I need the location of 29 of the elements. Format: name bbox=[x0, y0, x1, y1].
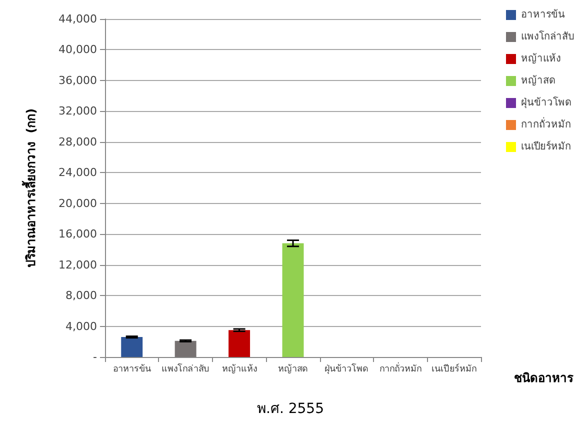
x-tick-label: หญ้าสด bbox=[278, 364, 308, 374]
y-tick-label: 20,000 bbox=[58, 196, 97, 210]
x-axis-title: ชนิดอาหาร bbox=[514, 371, 574, 385]
legend-label: ฝุ่นข้าวโพด bbox=[521, 96, 571, 108]
x-tick-label: หญ้าแห้ง bbox=[222, 364, 257, 374]
legend-label: หญ้าสด bbox=[521, 74, 555, 86]
y-tick-label: 4,000 bbox=[66, 320, 97, 333]
x-tick-label: เนเปียร์หมัก bbox=[432, 362, 477, 374]
x-tick-label: แพงโกล่าสับ bbox=[162, 364, 210, 374]
y-tick-label: 40,000 bbox=[58, 43, 97, 56]
y-tick-label: 28,000 bbox=[58, 135, 97, 148]
legend-label: กากถั่วหมัก bbox=[521, 116, 571, 130]
legend-label: แพงโกล่าสับ bbox=[521, 30, 574, 42]
x-tick-label: กากถั่วหมัก bbox=[379, 362, 422, 374]
text: พ.ศ. 2555 bbox=[257, 401, 324, 417]
y-tick-label: 16,000 bbox=[58, 228, 97, 241]
y-tick-label: 44,000 bbox=[58, 12, 97, 26]
y-tick-label: 32,000 bbox=[58, 104, 97, 118]
y-axis-title: ปริมาณอาหารเลี้ยงกวาง (กก) bbox=[21, 108, 38, 268]
y-tick-label: 24,000 bbox=[58, 166, 97, 180]
legend-label: หญ้าแห้ง bbox=[521, 52, 561, 64]
x-tick-label: ฝุ่นข้าวโพด bbox=[324, 364, 369, 374]
y-tick-label: 36,000 bbox=[58, 74, 97, 87]
legend-label: อาหารข้น bbox=[521, 8, 565, 20]
y-tick-label: - bbox=[93, 350, 98, 364]
y-tick-label: 12,000 bbox=[58, 258, 97, 272]
x-tick-label: อาหารข้น bbox=[112, 364, 151, 374]
legend-label: เนเปียร์หมัก bbox=[521, 140, 571, 152]
y-tick-label: 8,000 bbox=[66, 289, 97, 302]
